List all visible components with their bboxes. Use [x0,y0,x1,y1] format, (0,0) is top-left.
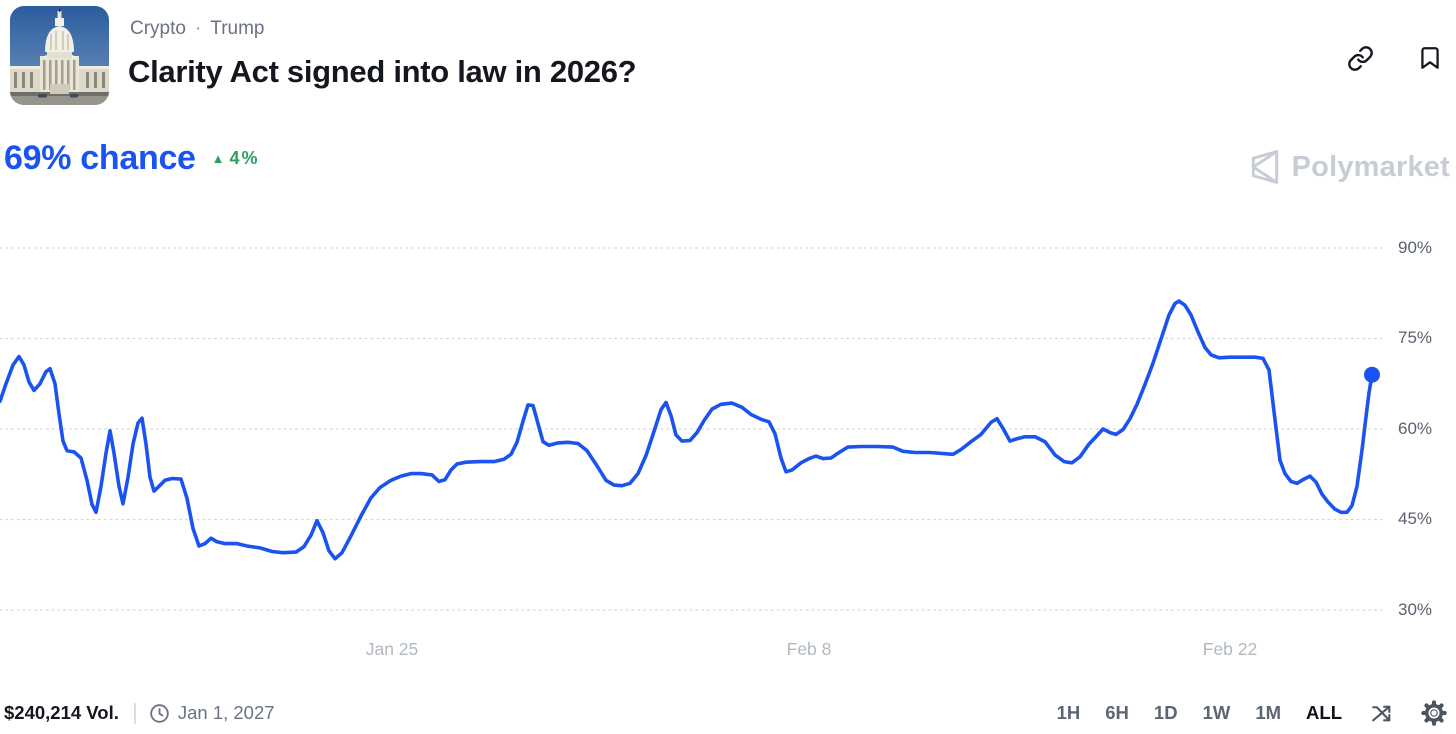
timeframe-button-1d[interactable]: 1D [1153,702,1178,723]
breadcrumb-item-crypto[interactable]: Crypto [130,18,186,39]
y-axis-tick-label: 90% [1398,238,1433,257]
chart-settings-button[interactable] [1420,699,1448,727]
polymarket-logo-text: Polymarket [1291,150,1450,183]
y-axis-tick-label: 30% [1398,599,1433,619]
timeframe-button-1w[interactable]: 1W [1202,702,1231,723]
timeframe-button-all[interactable]: ALL [1306,702,1342,723]
breadcrumb: Crypto · Trump [130,18,265,40]
gear-icon [1421,700,1447,726]
clock-icon [150,703,169,723]
volume-value: $240,214 Vol. [4,702,119,723]
trade-markers-toggle-button[interactable] [1367,699,1395,727]
crossing-arrows-icon [1371,705,1390,721]
timeframe-button-1h[interactable]: 1H [1056,702,1081,723]
current-value-dot [1364,366,1380,383]
probability-line [0,299,1374,561]
market-thumbnail-capitol-image [10,6,109,105]
bookmark-button[interactable] [1416,44,1444,72]
breadcrumb-item-trump[interactable]: Trump [210,18,265,39]
price-change-badge: ▲ 4% [212,148,260,169]
probability-row: 69% chance ▲ 4% [4,139,260,178]
y-axis-tick-label: 45% [1398,509,1433,529]
up-arrow-icon: ▲ [211,151,225,166]
timeframe-button-1m[interactable]: 1M [1255,702,1282,723]
polymarket-watermark: Polymarket [1247,148,1450,186]
copy-link-button[interactable] [1346,44,1374,72]
resolution-date: Jan 1, 2027 [149,702,275,724]
polymarket-logo-icon [1251,150,1278,184]
capitol-illustration [10,6,109,105]
breadcrumb-separator: · [194,18,202,39]
timeframe-selector: 1H 6H 1D 1W 1M ALL [1057,702,1342,724]
chart-controls: 1H 6H 1D 1W 1M ALL [1057,699,1448,727]
y-axis-tick-label: 75% [1398,328,1433,348]
header-actions [1346,44,1444,72]
x-axis-tick-label: Feb 8 [786,639,832,659]
x-axis-tick-label: Jan 25 [365,639,419,659]
x-axis-tick-label: Feb 22 [1202,639,1258,659]
link-icon [1347,45,1373,71]
market-stats: $240,214 Vol. Jan 1, 2027 [4,702,275,724]
resolution-date-text: Jan 1, 2027 [177,702,275,723]
price-change-value: 4% [229,148,260,168]
footer-divider [133,702,136,724]
y-axis-tick-label: 60% [1398,418,1433,438]
page-title: Clarity Act signed into law in 2026? [128,54,637,89]
bookmark-icon [1421,47,1439,69]
timeframe-button-6h[interactable]: 6H [1105,702,1129,723]
chance-value: 69% chance [4,139,196,177]
